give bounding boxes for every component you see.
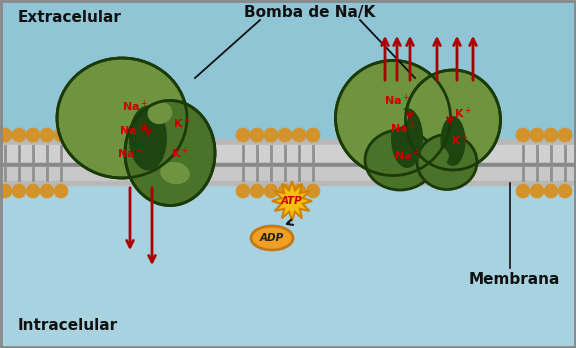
Circle shape bbox=[26, 184, 40, 198]
Ellipse shape bbox=[125, 101, 215, 206]
Ellipse shape bbox=[251, 226, 293, 250]
Circle shape bbox=[236, 184, 250, 198]
Circle shape bbox=[544, 184, 558, 198]
Ellipse shape bbox=[160, 162, 190, 184]
Bar bbox=[0, 145, 576, 163]
Circle shape bbox=[0, 128, 12, 142]
Text: Na$^+$: Na$^+$ bbox=[390, 120, 416, 136]
Circle shape bbox=[12, 128, 26, 142]
Text: Na$^+$: Na$^+$ bbox=[119, 122, 145, 138]
Circle shape bbox=[236, 128, 250, 142]
Text: K$^+$: K$^+$ bbox=[171, 145, 189, 161]
Circle shape bbox=[264, 128, 278, 142]
Circle shape bbox=[306, 184, 320, 198]
Bar bbox=[0, 163, 576, 167]
Bar bbox=[0, 167, 576, 181]
Circle shape bbox=[292, 184, 306, 198]
Circle shape bbox=[544, 128, 558, 142]
Ellipse shape bbox=[391, 108, 423, 168]
Ellipse shape bbox=[406, 70, 501, 170]
Circle shape bbox=[12, 184, 26, 198]
Ellipse shape bbox=[441, 116, 465, 166]
Ellipse shape bbox=[129, 105, 167, 171]
Circle shape bbox=[278, 128, 292, 142]
Ellipse shape bbox=[147, 102, 172, 124]
Ellipse shape bbox=[57, 58, 187, 178]
Circle shape bbox=[558, 184, 572, 198]
Text: Na$^+$: Na$^+$ bbox=[384, 92, 410, 108]
Text: Extracelular: Extracelular bbox=[18, 10, 122, 25]
Text: Bomba de Na/K: Bomba de Na/K bbox=[244, 6, 376, 21]
Circle shape bbox=[26, 128, 40, 142]
Circle shape bbox=[250, 128, 264, 142]
Bar bbox=[0, 181, 576, 185]
Circle shape bbox=[278, 184, 292, 198]
Circle shape bbox=[54, 128, 68, 142]
Text: Membrana: Membrana bbox=[469, 272, 560, 287]
Circle shape bbox=[40, 184, 54, 198]
Circle shape bbox=[530, 128, 544, 142]
Polygon shape bbox=[0, 163, 576, 348]
Circle shape bbox=[516, 184, 530, 198]
Ellipse shape bbox=[421, 145, 449, 165]
Circle shape bbox=[264, 184, 278, 198]
Circle shape bbox=[530, 184, 544, 198]
Circle shape bbox=[54, 184, 68, 198]
Circle shape bbox=[306, 128, 320, 142]
Text: K$^+$: K$^+$ bbox=[173, 115, 191, 130]
Text: ADP: ADP bbox=[260, 233, 284, 243]
Bar bbox=[0, 139, 576, 145]
Text: K$^+$: K$^+$ bbox=[454, 105, 472, 121]
Text: K$^+$: K$^+$ bbox=[451, 132, 469, 148]
Text: ATP: ATP bbox=[281, 196, 303, 206]
Circle shape bbox=[250, 184, 264, 198]
Circle shape bbox=[292, 128, 306, 142]
Circle shape bbox=[0, 184, 12, 198]
Ellipse shape bbox=[378, 107, 408, 129]
Ellipse shape bbox=[365, 130, 435, 190]
Polygon shape bbox=[272, 181, 312, 221]
Circle shape bbox=[40, 128, 54, 142]
Text: Intracelular: Intracelular bbox=[18, 318, 118, 333]
Ellipse shape bbox=[417, 134, 477, 190]
Polygon shape bbox=[0, 0, 576, 163]
Text: Na$^+$: Na$^+$ bbox=[122, 98, 148, 114]
Ellipse shape bbox=[335, 61, 450, 175]
Circle shape bbox=[516, 128, 530, 142]
Circle shape bbox=[558, 128, 572, 142]
Text: Na$^+$: Na$^+$ bbox=[117, 145, 143, 161]
Text: Na$^+$: Na$^+$ bbox=[394, 147, 420, 163]
